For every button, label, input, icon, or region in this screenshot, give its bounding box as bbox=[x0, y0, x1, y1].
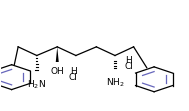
Text: H: H bbox=[70, 67, 77, 76]
Text: OH: OH bbox=[50, 67, 64, 76]
Text: NH$_2$: NH$_2$ bbox=[106, 76, 124, 89]
Text: H: H bbox=[125, 56, 132, 65]
Text: H$_2$N: H$_2$N bbox=[27, 78, 46, 91]
Text: Cl: Cl bbox=[69, 73, 77, 82]
Text: Cl: Cl bbox=[125, 62, 133, 71]
Polygon shape bbox=[56, 47, 59, 62]
